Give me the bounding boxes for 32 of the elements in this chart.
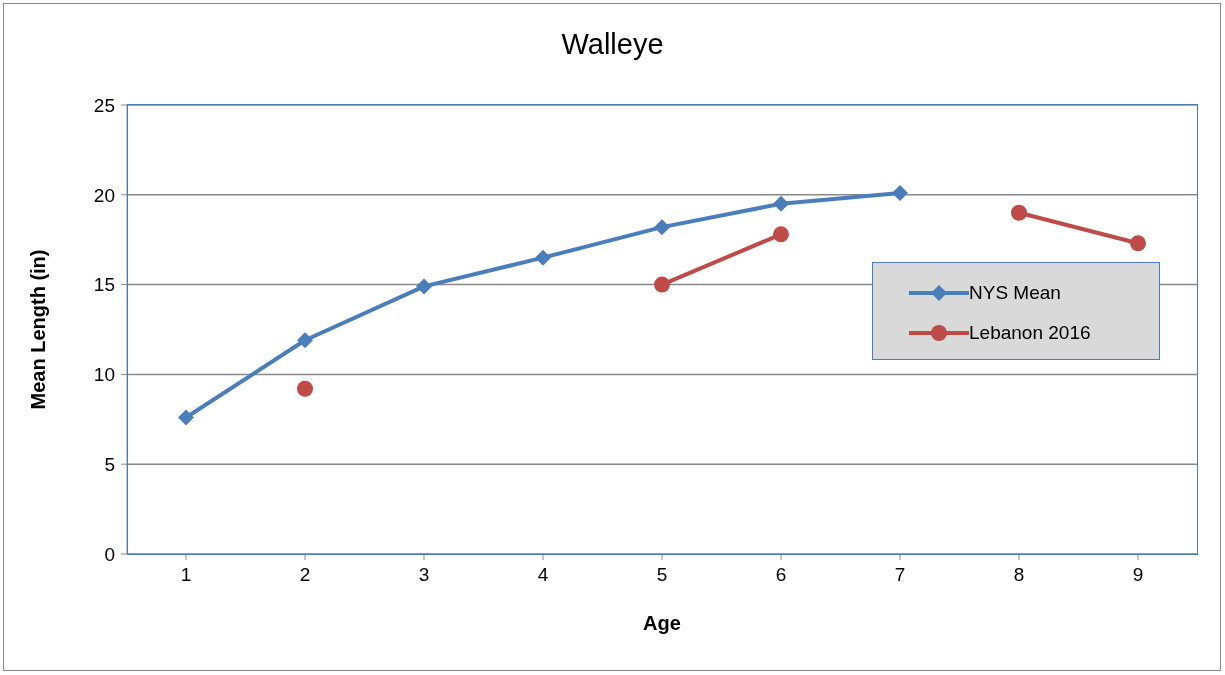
- x-tick-label: 8: [1013, 564, 1025, 586]
- legend-label: NYS Mean: [969, 282, 1061, 304]
- x-tick-label: 9: [1132, 564, 1144, 586]
- y-tick-label: 10: [93, 364, 115, 386]
- y-tick-label: 20: [93, 184, 115, 206]
- y-axis-title: Mean Length (in): [27, 249, 50, 410]
- point: [654, 219, 670, 236]
- x-tick-label: 5: [656, 564, 668, 586]
- legend-label: Lebanon 2016: [969, 322, 1091, 344]
- point: [297, 332, 313, 349]
- y-tick-label: 5: [104, 453, 115, 475]
- x-tick-label: 7: [894, 564, 906, 586]
- point: [535, 249, 551, 266]
- point: [1130, 235, 1146, 252]
- point: [1011, 204, 1027, 221]
- point: [178, 409, 194, 426]
- chart-title: Walleye: [560, 28, 665, 61]
- point: [892, 185, 908, 201]
- point: [297, 380, 313, 397]
- y-tick-label: 0: [104, 543, 115, 565]
- x-tick-label: 1: [180, 564, 192, 586]
- point: [773, 195, 789, 212]
- x-tick-label: 4: [537, 564, 549, 586]
- y-tick-label: 15: [93, 274, 115, 296]
- y-tick-label: 25: [93, 94, 115, 116]
- x-tick-label: 6: [775, 564, 787, 586]
- x-axis-title: Age: [643, 612, 681, 635]
- point: [416, 278, 432, 295]
- point: [654, 276, 670, 293]
- x-tick-label: 3: [418, 564, 430, 586]
- point: [773, 226, 789, 243]
- x-tick-label: 2: [299, 564, 311, 586]
